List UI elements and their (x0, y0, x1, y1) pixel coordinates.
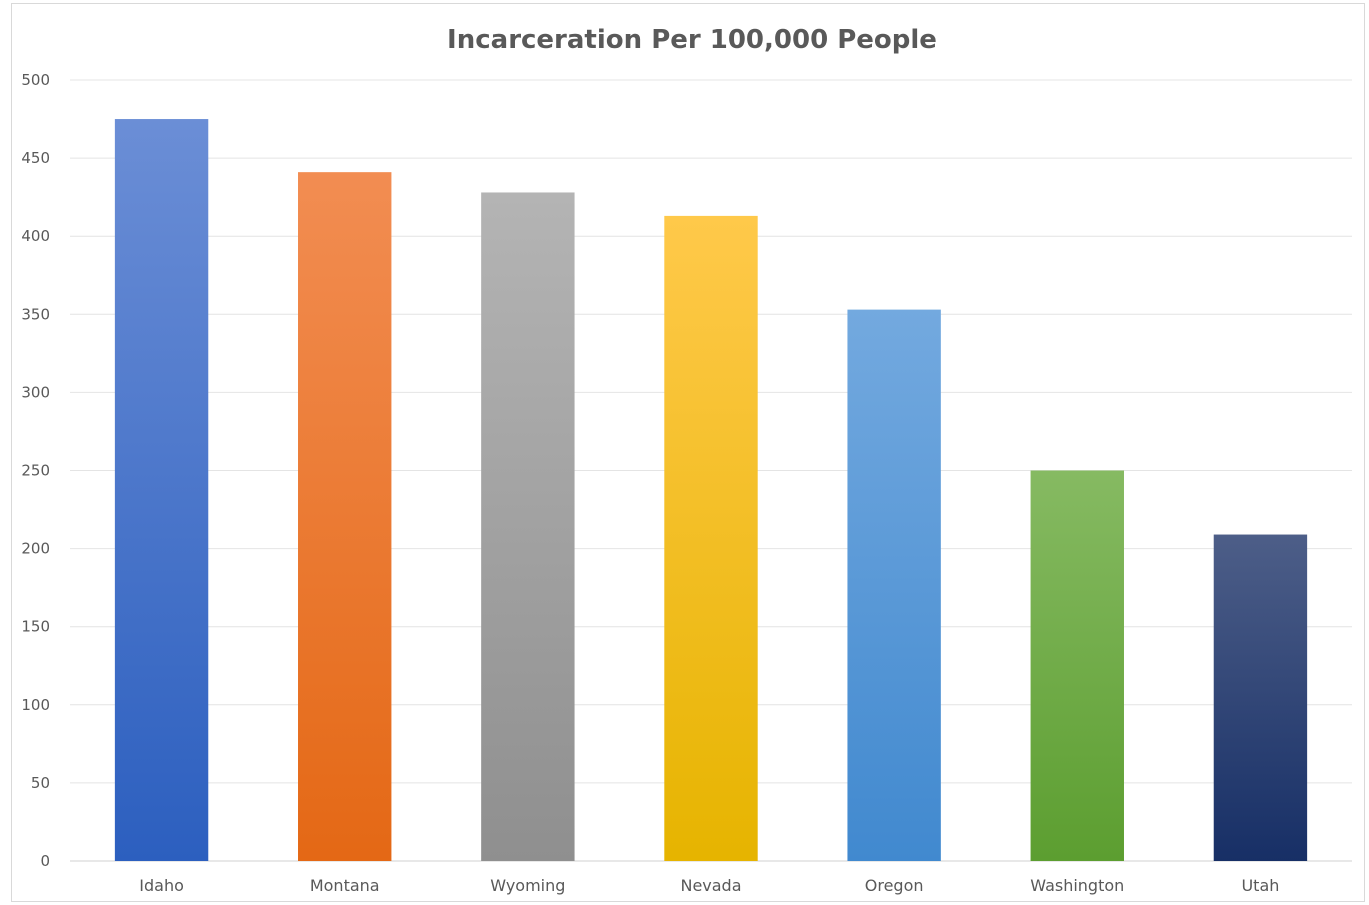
y-tick-label: 500 (21, 71, 50, 89)
y-tick-label: 300 (21, 383, 50, 401)
x-tick-label-oregon: Oregon (865, 876, 924, 895)
x-tick-label-nevada: Nevada (680, 876, 741, 895)
x-tick-label-wyoming: Wyoming (490, 876, 565, 895)
y-axis-ticks: 0 50 100 150 200 250 300 350 400 450 500 (21, 71, 50, 870)
y-tick-label: 0 (40, 852, 50, 870)
y-tick-label: 150 (21, 618, 50, 636)
x-tick-label-utah: Utah (1241, 876, 1279, 895)
bar-nevada (664, 215, 758, 862)
y-tick-label: 400 (21, 227, 50, 245)
y-tick-label: 450 (21, 149, 50, 167)
bar-idaho (114, 119, 209, 862)
y-tick-label: 350 (21, 305, 50, 323)
bar-wyoming (481, 192, 575, 862)
bar-washington (1030, 470, 1124, 861)
y-tick-label: 250 (21, 462, 50, 480)
bars (114, 119, 1308, 862)
bar-oregon (847, 309, 941, 861)
y-tick-label: 50 (31, 774, 50, 792)
y-tick-label: 200 (21, 540, 50, 558)
x-tick-label-idaho: Idaho (139, 876, 184, 895)
x-tick-label-washington: Washington (1030, 876, 1124, 895)
y-tick-label: 100 (21, 696, 50, 714)
bar-utah (1213, 534, 1308, 861)
x-axis-labels: Idaho Montana Wyoming Nevada Oregon Washingto… (139, 876, 1279, 895)
chart-title: Incarceration Per 100,000 People (447, 25, 937, 55)
bar-montana (298, 172, 392, 861)
x-tick-label-montana: Montana (310, 876, 380, 895)
